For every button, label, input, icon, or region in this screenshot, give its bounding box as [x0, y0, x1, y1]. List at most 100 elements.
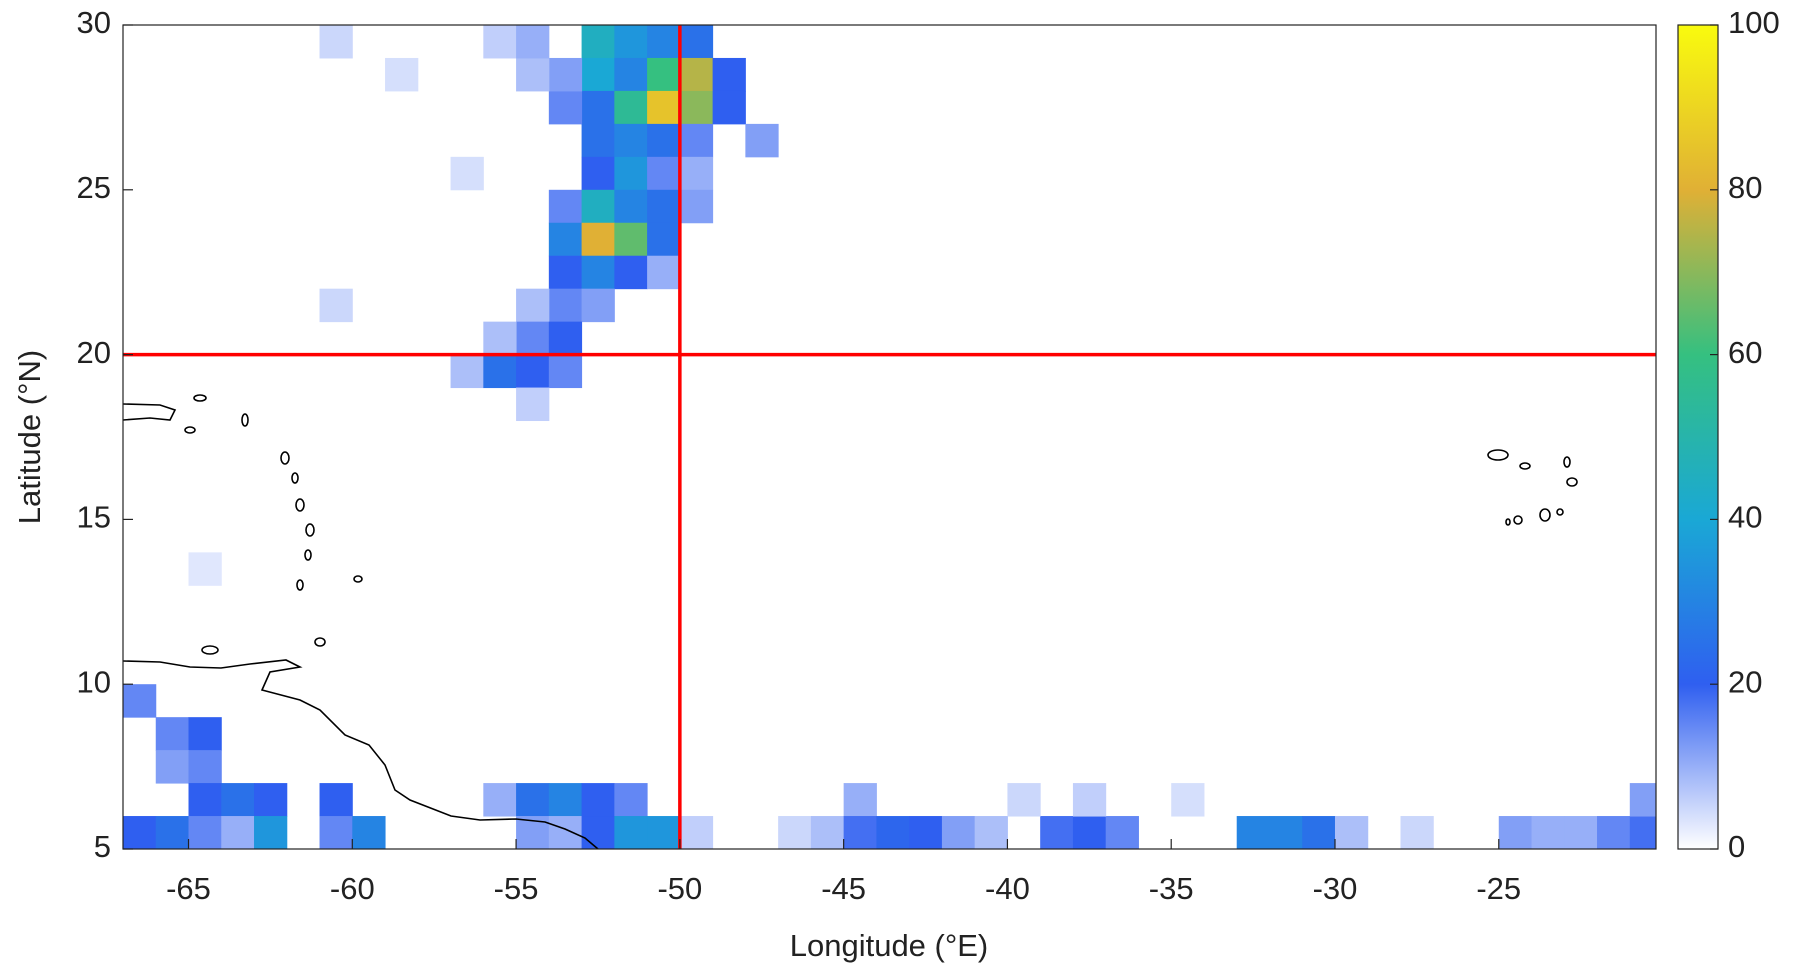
heat-cell — [483, 354, 517, 389]
heat-cell — [516, 321, 550, 356]
island — [280, 451, 290, 465]
heat-cell — [647, 123, 681, 158]
heat-cell — [581, 288, 615, 323]
heat-cell — [679, 90, 714, 125]
heat-cell — [188, 816, 222, 849]
heat-cell — [614, 90, 648, 125]
heat-cell — [516, 57, 550, 92]
heat-cell — [1007, 783, 1041, 817]
heat-cell — [254, 783, 288, 817]
heat-cell — [548, 189, 583, 224]
y-tick-label: 15 — [77, 500, 111, 535]
x-tick-label: -50 — [657, 871, 702, 906]
x-tick-label: -25 — [1476, 871, 1521, 906]
island — [201, 645, 219, 655]
heat-cell — [1236, 816, 1270, 849]
heat-cell — [647, 25, 681, 59]
colorbar-tick-label: 100 — [1728, 5, 1780, 40]
heat-cell — [647, 816, 681, 849]
heat-cell — [679, 189, 714, 224]
x-tick-label: -55 — [494, 871, 539, 906]
heat-cell — [581, 90, 615, 125]
heat-cell — [1564, 816, 1598, 849]
island — [353, 575, 363, 583]
heat-cell — [1171, 783, 1205, 817]
heat-cell — [647, 90, 681, 125]
x-tick-label: -30 — [1313, 871, 1358, 906]
x-tick-label: -45 — [821, 871, 866, 906]
heat-cell — [516, 354, 550, 389]
y-tick-label: 5 — [94, 829, 111, 864]
colorbar-tick-label: 60 — [1728, 335, 1762, 370]
heat-cell — [1040, 816, 1074, 849]
heat-cell — [221, 816, 255, 849]
heat-cell — [647, 189, 681, 224]
island — [1513, 515, 1523, 525]
heat-cell — [1269, 816, 1303, 849]
heat-cell — [810, 816, 845, 849]
heat-cell — [647, 222, 681, 257]
heat-cell — [548, 354, 583, 389]
heat-cell — [581, 783, 615, 817]
heat-cell — [581, 123, 615, 158]
heat-cell — [614, 189, 648, 224]
island — [295, 498, 305, 512]
coastline — [123, 659, 599, 849]
y-tick-label: 10 — [77, 664, 111, 699]
heat-cell — [188, 717, 222, 751]
colorbar-tick-label: 0 — [1728, 829, 1745, 864]
heat-cell — [614, 25, 648, 59]
heat-cell — [614, 222, 648, 257]
heat-cell — [614, 255, 648, 290]
heat-cell — [352, 816, 386, 849]
heat-cell — [1629, 783, 1656, 817]
heat-cell — [319, 816, 353, 849]
heat-cell — [450, 354, 484, 389]
island — [314, 637, 326, 647]
heat-cell — [581, 25, 615, 59]
heat-cell — [1105, 816, 1139, 849]
colorbar-tick-label: 40 — [1728, 500, 1762, 535]
heat-cell — [1531, 816, 1565, 849]
island — [1563, 456, 1571, 468]
heat-cell — [647, 156, 681, 191]
heat-cell — [581, 57, 615, 92]
heat-cell — [614, 156, 648, 191]
colorbar-tick-label: 20 — [1728, 664, 1762, 699]
island — [296, 579, 304, 591]
heat-cell — [876, 816, 910, 849]
heat-cell — [516, 288, 550, 323]
heat-cell — [548, 288, 583, 323]
heat-cell — [679, 123, 714, 158]
coastline — [123, 403, 177, 421]
heat-cell — [778, 816, 812, 849]
y-tick-label: 30 — [77, 5, 111, 40]
heat-cell — [1597, 816, 1631, 849]
heat-cell — [516, 387, 550, 422]
heat-cell — [483, 321, 517, 356]
heat-cell — [647, 57, 681, 92]
x-tick-label: -40 — [985, 871, 1030, 906]
x-tick-label: -60 — [330, 871, 375, 906]
heat-cell — [548, 783, 583, 817]
heat-cell — [843, 783, 877, 817]
heat-cell — [581, 816, 615, 849]
heat-cell — [679, 57, 714, 92]
heat-cell — [155, 717, 190, 751]
island — [1539, 508, 1551, 522]
heat-cell — [679, 156, 714, 191]
heat-cell — [679, 25, 714, 59]
heat-cell — [581, 222, 615, 257]
island — [1487, 449, 1509, 461]
heat-cell — [1072, 783, 1107, 817]
heat-cell — [614, 783, 648, 817]
heat-cell — [941, 816, 976, 849]
island — [1566, 477, 1578, 487]
heat-cell — [188, 552, 222, 586]
island — [241, 413, 249, 427]
island — [184, 426, 196, 434]
heat-cell — [516, 783, 550, 817]
heat-cell — [155, 750, 190, 784]
heat-cell — [254, 816, 288, 849]
